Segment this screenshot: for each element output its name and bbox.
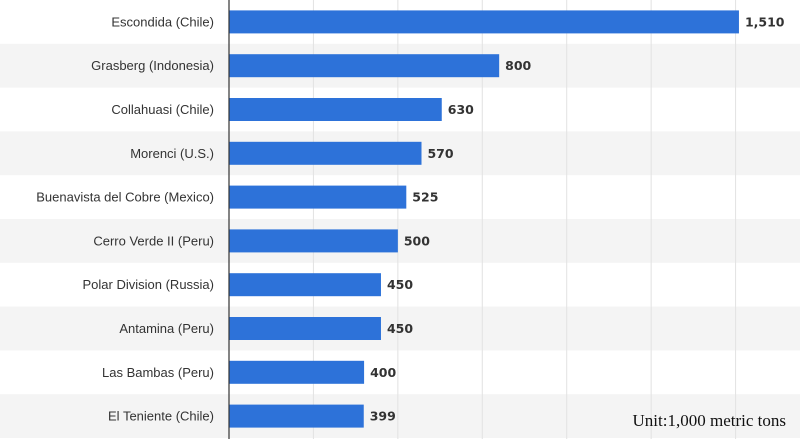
- value-label: 450: [387, 321, 413, 336]
- value-label: 500: [404, 233, 430, 248]
- bar: [229, 54, 500, 78]
- bar: [229, 317, 381, 340]
- bar: [229, 273, 381, 297]
- unit-note: Unit:1,000 metric tons: [632, 411, 786, 430]
- bar: [229, 229, 398, 253]
- bar: [229, 141, 422, 165]
- bar: [229, 98, 442, 121]
- category-labels: Escondida (Chile) Grasberg (Indonesia) Col…: [36, 14, 214, 423]
- category-label: Collahuasi (Chile): [111, 102, 214, 117]
- value-label: 570: [427, 146, 453, 161]
- category-label: Las Bambas (Peru): [102, 365, 214, 380]
- category-label: El Teniente (Chile): [108, 409, 214, 424]
- category-label: Escondida (Chile): [111, 14, 214, 29]
- bar: [229, 185, 407, 209]
- value-label: 400: [370, 365, 396, 380]
- value-label: 800: [505, 58, 531, 73]
- category-label: Grasberg (Indonesia): [91, 58, 214, 73]
- category-label: Morenci (U.S.): [130, 146, 214, 161]
- value-label: 399: [370, 409, 396, 424]
- category-label: Antamina (Peru): [119, 321, 214, 336]
- bars: [229, 10, 739, 428]
- category-label: Buenavista del Cobre (Mexico): [36, 190, 214, 205]
- value-label: 525: [412, 190, 438, 205]
- value-label: 1,510: [745, 14, 785, 29]
- category-label: Polar Division (Russia): [83, 277, 214, 292]
- row-band: [0, 394, 800, 438]
- bar: [229, 360, 365, 384]
- bar: [229, 10, 739, 34]
- category-label: Cerro Verde II (Peru): [93, 233, 214, 248]
- bar: [229, 404, 364, 428]
- value-labels: 1,510 800 630 570 525 500 450 450 400 399: [370, 14, 785, 423]
- row-band: [0, 306, 800, 351]
- row-band: [0, 219, 800, 263]
- value-label: 630: [448, 102, 474, 117]
- value-label: 450: [387, 277, 413, 292]
